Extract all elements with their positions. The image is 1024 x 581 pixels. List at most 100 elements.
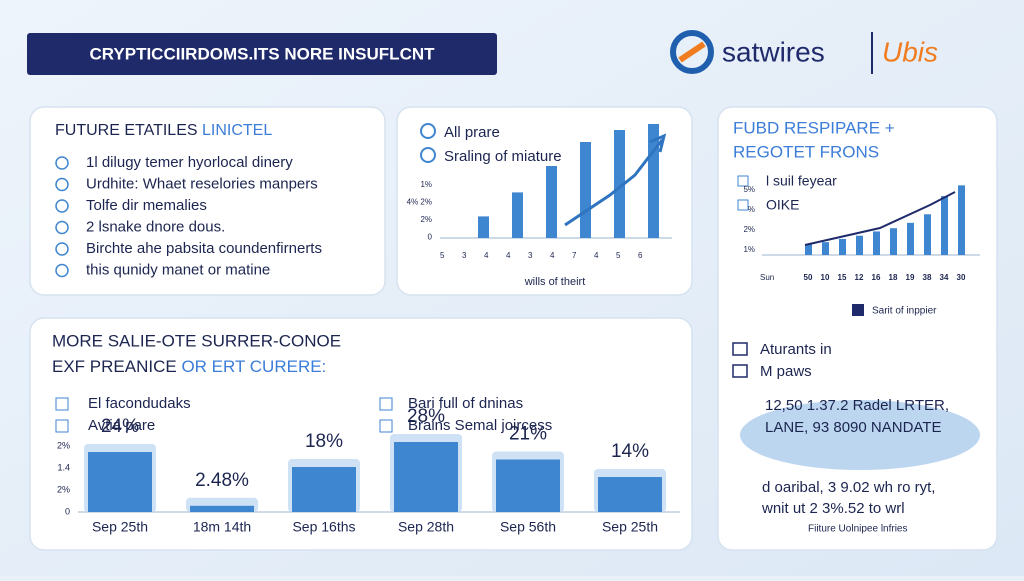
note-text: wnit ut 2 3%.52 to wrl xyxy=(761,500,905,517)
info-icon xyxy=(732,342,748,356)
bar xyxy=(941,196,948,255)
icon xyxy=(55,199,69,213)
bar xyxy=(614,130,625,238)
stat-text: 12,50 1.37.2 Radel LRTER, xyxy=(765,397,949,414)
footer-text: Fiiture Uolnipee lnfries xyxy=(808,524,908,535)
value-label: 21% xyxy=(509,424,547,445)
info-icon xyxy=(732,364,748,378)
bar xyxy=(478,216,489,238)
icon xyxy=(55,220,69,235)
y-tick-label: 2% xyxy=(57,484,70,494)
x-tick-label: Sep 25th xyxy=(92,519,148,535)
panel2 xyxy=(396,106,693,296)
list-item: Tolfe dir memalies xyxy=(86,197,207,214)
x-tick-label: 50 xyxy=(804,273,813,282)
legend-icon xyxy=(55,419,69,433)
panel3-title: FUBD RESPIPARE + xyxy=(733,118,895,137)
legend-label: Sraling of miature xyxy=(444,148,562,165)
bar xyxy=(190,505,254,512)
x-tick-label: 4 xyxy=(506,251,511,260)
y-tick-label: 5% xyxy=(743,185,755,194)
legend-icon xyxy=(379,419,393,433)
x-tick-label: 3 xyxy=(528,251,533,260)
legend-label: Avtia pare xyxy=(88,417,155,434)
icon xyxy=(55,242,69,256)
trend-arrow xyxy=(564,133,667,227)
key-swatch xyxy=(852,304,864,316)
x-tick-label: Sep 25th xyxy=(602,519,658,535)
x-tick-label: 4 xyxy=(550,251,555,260)
legend-label: Bari full of dninas xyxy=(408,395,523,412)
bar xyxy=(856,235,863,255)
brand2: Ubis xyxy=(882,36,938,67)
x-tick-label: 7 xyxy=(572,251,577,260)
y-tick-label: 0 xyxy=(428,233,433,242)
title-light: LINICTEL xyxy=(202,122,272,139)
x-tick-label: Sep 28th xyxy=(398,519,454,535)
logo xyxy=(670,30,714,74)
bar xyxy=(580,142,591,238)
x-tick-label: 18 xyxy=(889,273,898,282)
bar xyxy=(873,231,880,255)
value-label: 14% xyxy=(611,441,649,462)
icon xyxy=(55,263,69,278)
bar xyxy=(958,185,965,255)
list-item: 2 lsnake dnore dous. xyxy=(86,218,225,235)
x-tick-label: 15 xyxy=(838,273,847,282)
title-dark: FUTURE ETATILES xyxy=(55,122,198,139)
x-tick-label: 34 xyxy=(940,273,949,282)
info-text: M paws xyxy=(760,363,812,380)
x-tick-label: 12 xyxy=(855,273,864,282)
legend-label: All prare xyxy=(444,124,500,141)
bar xyxy=(805,244,812,255)
bar xyxy=(546,166,557,238)
y-tick-label: 2% xyxy=(743,225,755,234)
x-tick-label: 5 xyxy=(616,251,621,260)
value-label: 18% xyxy=(305,431,343,452)
trend-arrow xyxy=(804,191,956,246)
x-tick-label: 3 xyxy=(462,251,467,260)
header-title: CRYPTICCIIRDOMS.ITS NORE INSUFLCNT xyxy=(89,44,435,63)
y-tick-label: 2% xyxy=(420,215,432,224)
panel3-title: REGOTET FRONS xyxy=(733,142,879,161)
y-tick-label: 2% xyxy=(57,440,70,450)
legend-icon xyxy=(420,147,436,163)
x-tick-label: 10 xyxy=(821,273,830,282)
panel4-title: EXF PREANICE OR ERT CURERE: xyxy=(52,357,326,376)
blob xyxy=(740,400,980,470)
x-tick-label: 18m 14th xyxy=(193,519,251,535)
x-tick-label: Sep 56th xyxy=(500,519,556,535)
bar xyxy=(924,214,931,255)
list-item: Birchte ahe pabsita coundenfirnerts xyxy=(86,240,322,257)
x-caption: Sun xyxy=(760,273,774,282)
bar xyxy=(292,467,356,512)
x-tick-label: 6 xyxy=(638,251,643,260)
legend-icon xyxy=(55,397,69,411)
stat-text: LANE, 93 8090 NANDATE xyxy=(765,419,941,436)
icon xyxy=(55,156,69,170)
list-item: 1l dilugy temer hyorlocal dinery xyxy=(86,154,293,171)
legend-icon xyxy=(379,397,393,411)
legend-label: OIKE xyxy=(766,197,799,213)
x-tick-label: 5 xyxy=(440,251,445,260)
legend-label: l suil feyear xyxy=(766,173,837,189)
x-tick-label: Sep 16ths xyxy=(292,519,355,535)
header-box xyxy=(27,33,497,75)
bar xyxy=(598,477,662,512)
x-tick-label: 4 xyxy=(594,251,599,260)
list-item: this qunidy manet or matine xyxy=(86,261,270,278)
x-tick-label: 4 xyxy=(484,251,489,260)
logo-mark xyxy=(678,41,706,63)
title-dark: EXF PREANICE xyxy=(52,357,177,376)
y-tick-label: 1% xyxy=(743,245,755,254)
y-tick-label: 0 xyxy=(65,506,70,516)
legend-icon xyxy=(737,199,749,211)
bar xyxy=(88,452,152,512)
x-tick-label: 38 xyxy=(923,273,932,282)
x-tick-label: 16 xyxy=(872,273,881,282)
value-label: 24% xyxy=(101,416,139,437)
y-tick-label: 1.4 xyxy=(57,462,70,472)
brand: satwires xyxy=(722,36,825,67)
bar xyxy=(496,459,560,512)
